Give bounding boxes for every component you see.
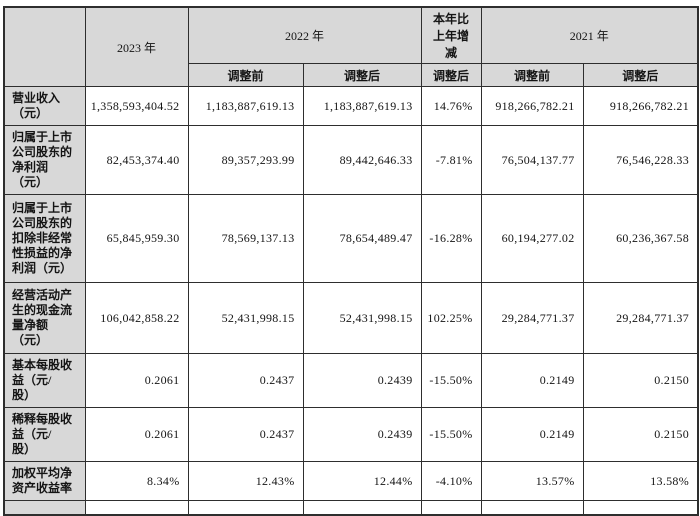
row-label	[3, 500, 86, 515]
subheader-yoy-after: 调整后	[420, 63, 482, 87]
corner-cell	[3, 6, 86, 87]
table-row: 营业收入 （元） 1,358,593,404.52 1,183,887,619.…	[3, 86, 699, 126]
value-cell: 1,183,887,619.13	[187, 86, 304, 126]
value-cell: 52,431,998.15	[302, 282, 422, 354]
value-cell: 0.2150	[582, 407, 699, 462]
value-cell: 76,504,137.77	[480, 125, 584, 195]
financial-results-table: 2023 年 2022 年 本年比 上年增 减 2021 年 调整前 调整后 调…	[3, 6, 700, 516]
value-cell: 89,357,293.99	[187, 125, 304, 195]
value-cell: 0.2061	[84, 353, 189, 408]
row-label: 经营活动产 生的现金流 量净额 （元）	[3, 282, 86, 354]
value-cell: 12.44%	[302, 461, 422, 501]
col-header-2023: 2023 年	[84, 6, 189, 87]
value-cell: 8.34%	[84, 461, 189, 501]
value-cell: 0.2437	[187, 353, 304, 408]
col-header-yoy: 本年比 上年增 减	[420, 6, 482, 64]
clipped-next-row	[3, 500, 699, 515]
value-cell: 14.76%	[420, 86, 482, 126]
table-row: 基本每股收 益（元/ 股） 0.2061 0.2437 0.2439 -15.5…	[3, 353, 699, 408]
row-label: 归属于上市 公司股东的 扣除非经常 性损益的净 利润（元）	[3, 194, 86, 283]
value-cell: 52,431,998.15	[187, 282, 304, 354]
value-cell: 60,194,277.02	[480, 194, 584, 283]
row-label: 归属于上市 公司股东的 净利润 （元）	[3, 125, 86, 195]
value-cell: 89,442,646.33	[302, 125, 422, 195]
row-label: 基本每股收 益（元/ 股）	[3, 353, 86, 408]
value-cell: 0.2439	[302, 407, 422, 462]
row-label: 营业收入 （元）	[3, 86, 86, 126]
value-cell: 0.2437	[187, 407, 304, 462]
value-cell: 0.2149	[480, 407, 584, 462]
col-header-2022: 2022 年	[187, 6, 422, 64]
row-label: 稀释每股收 益（元/ 股）	[3, 407, 86, 462]
value-cell: 1,358,593,404.52	[84, 86, 189, 126]
value-cell: 12.43%	[187, 461, 304, 501]
value-cell: 918,266,782.21	[582, 86, 699, 126]
value-cell: 29,284,771.37	[480, 282, 584, 354]
subheader-2021-after: 调整后	[582, 63, 699, 87]
subheader-2022-before: 调整前	[187, 63, 304, 87]
row-label: 加权平均净 资产收益率	[3, 461, 86, 501]
value-cell: 0.2439	[302, 353, 422, 408]
value-cell: 0.2149	[480, 353, 584, 408]
table-row: 经营活动产 生的现金流 量净额 （元） 106,042,858.22 52,43…	[3, 282, 699, 354]
value-cell: 918,266,782.21	[480, 86, 584, 126]
table-row: 归属于上市 公司股东的 扣除非经常 性损益的净 利润（元） 65,845,959…	[3, 194, 699, 283]
value-cell: 78,654,489.47	[302, 194, 422, 283]
subheader-2022-after: 调整后	[302, 63, 422, 87]
table-row: 归属于上市 公司股东的 净利润 （元） 82,453,374.40 89,357…	[3, 125, 699, 195]
value-cell: -4.10%	[420, 461, 482, 501]
value-cell: 13.58%	[582, 461, 699, 501]
value-cell: -15.50%	[420, 353, 482, 408]
subheader-2021-before: 调整前	[480, 63, 584, 87]
value-cell: -15.50%	[420, 407, 482, 462]
value-cell: 0.2150	[582, 353, 699, 408]
table-row: 稀释每股收 益（元/ 股） 0.2061 0.2437 0.2439 -15.5…	[3, 407, 699, 462]
value-cell: -7.81%	[420, 125, 482, 195]
value-cell: 65,845,959.30	[84, 194, 189, 283]
value-cell: 29,284,771.37	[582, 282, 699, 354]
report-page: 2023 年 2022 年 本年比 上年增 减 2021 年 调整前 调整后 调…	[3, 6, 700, 516]
value-cell: 76,546,228.33	[582, 125, 699, 195]
value-cell: 102.25%	[420, 282, 482, 354]
value-cell: 1,183,887,619.13	[302, 86, 422, 126]
value-cell: 106,042,858.22	[84, 282, 189, 354]
table-row: 加权平均净 资产收益率 8.34% 12.43% 12.44% -4.10% 1…	[3, 461, 699, 501]
value-cell: 82,453,374.40	[84, 125, 189, 195]
value-cell: 60,236,367.58	[582, 194, 699, 283]
value-cell: 0.2061	[84, 407, 189, 462]
value-cell: -16.28%	[420, 194, 482, 283]
col-header-2021: 2021 年	[480, 6, 699, 64]
value-cell: 78,569,137.13	[187, 194, 304, 283]
